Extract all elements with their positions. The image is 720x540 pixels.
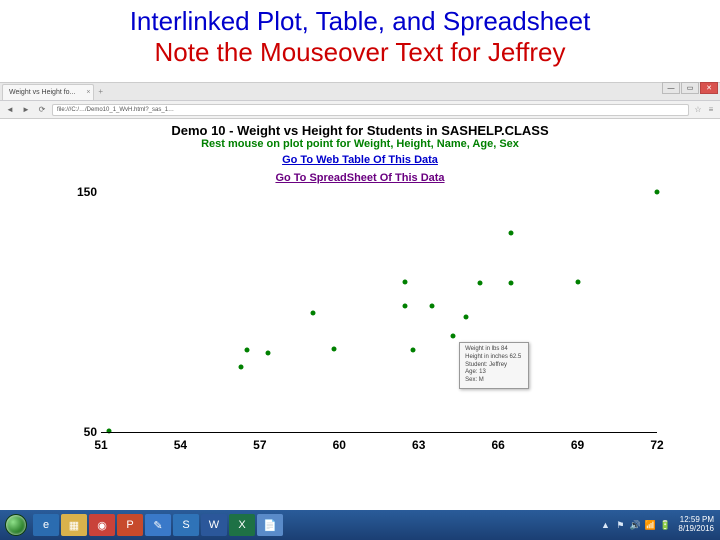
menu-icon[interactable]: ≡ bbox=[706, 105, 716, 115]
tooltip-line: Height in inches 62.5 bbox=[465, 354, 523, 362]
x-tick-label: 63 bbox=[404, 438, 434, 452]
taskbar-app-paint[interactable]: ✎ bbox=[145, 514, 171, 536]
browser-tab-strip: Weight vs Height fo... × + bbox=[0, 83, 720, 101]
scatter-point[interactable] bbox=[575, 280, 580, 285]
taskbar-app-excel[interactable]: X bbox=[229, 514, 255, 536]
address-right-icons: ☆ ≡ bbox=[693, 105, 716, 115]
tab-close-icon[interactable]: × bbox=[86, 89, 90, 96]
scatter-point[interactable] bbox=[403, 280, 408, 285]
window-controls: — ▭ ✕ bbox=[662, 82, 718, 94]
taskbar-app-powerpoint[interactable]: P bbox=[117, 514, 143, 536]
tooltip-line: Sex: M bbox=[465, 377, 523, 385]
start-orb-icon bbox=[5, 514, 27, 536]
scatter-point[interactable] bbox=[331, 347, 336, 352]
nav-back-button[interactable]: ◄ bbox=[4, 104, 16, 116]
tray-icon-2[interactable]: 🔊 bbox=[629, 519, 641, 531]
window-close-button[interactable]: ✕ bbox=[700, 82, 718, 94]
scatter-point[interactable] bbox=[477, 281, 482, 286]
url-input[interactable]: file:///C:/…/Demo10_1_WvH.html?_sas_1… bbox=[52, 104, 689, 116]
tray-icon-1[interactable]: ⚑ bbox=[614, 519, 626, 531]
nav-forward-button[interactable]: ► bbox=[20, 104, 32, 116]
x-tick-label: 69 bbox=[563, 438, 593, 452]
x-tick-label: 57 bbox=[245, 438, 275, 452]
tooltip-line: Weight in lbs 84 bbox=[465, 346, 523, 354]
reload-icon[interactable]: ⟳ bbox=[36, 104, 48, 116]
taskbar-clock[interactable]: 12:59 PM 8/19/2016 bbox=[674, 516, 718, 534]
plot-area bbox=[101, 192, 657, 432]
scatter-point[interactable] bbox=[411, 348, 416, 353]
taskbar: e▦◉P✎SWX📄 ▲⚑🔊📶🔋 12:59 PM 8/19/2016 bbox=[0, 510, 720, 540]
scatter-point[interactable] bbox=[429, 304, 434, 309]
star-icon[interactable]: ☆ bbox=[693, 105, 703, 115]
hover-tooltip: Weight in lbs 84Height in inches 62.5Stu… bbox=[459, 342, 529, 389]
window-minimize-button[interactable]: — bbox=[662, 82, 680, 94]
window-maximize-button[interactable]: ▭ bbox=[681, 82, 699, 94]
taskbar-apps: e▦◉P✎SWX📄 bbox=[32, 514, 284, 536]
scatter-point[interactable] bbox=[403, 304, 408, 309]
scatter-point[interactable] bbox=[244, 348, 249, 353]
scatter-point[interactable] bbox=[310, 311, 315, 316]
browser-tab-active[interactable]: Weight vs Height fo... × bbox=[2, 84, 94, 100]
browser-address-bar: ◄ ► ⟳ file:///C:/…/Demo10_1_WvH.html?_sa… bbox=[0, 101, 720, 119]
scatter-point[interactable] bbox=[509, 230, 514, 235]
new-tab-button[interactable]: + bbox=[94, 87, 107, 96]
clock-date: 8/19/2016 bbox=[678, 525, 714, 534]
scatter-point[interactable] bbox=[265, 350, 270, 355]
taskbar-app-word[interactable]: W bbox=[201, 514, 227, 536]
tab-title: Weight vs Height fo... bbox=[9, 89, 75, 96]
slide-title-line1: Interlinked Plot, Table, and Spreadsheet bbox=[10, 6, 710, 37]
x-tick-label: 60 bbox=[324, 438, 354, 452]
scatter-point[interactable] bbox=[239, 365, 244, 370]
x-tick-label: 51 bbox=[86, 438, 116, 452]
tray-icon-3[interactable]: 📶 bbox=[644, 519, 656, 531]
url-text: file:///C:/…/Demo10_1_WvH.html?_sas_1… bbox=[57, 107, 174, 113]
slide-title-line2: Note the Mouseover Text for Jeffrey bbox=[10, 37, 710, 68]
scatter-point[interactable] bbox=[655, 190, 660, 195]
scatter-point[interactable] bbox=[464, 314, 469, 319]
x-tick-label: 66 bbox=[483, 438, 513, 452]
taskbar-app-chrome[interactable]: ◉ bbox=[89, 514, 115, 536]
start-button[interactable] bbox=[0, 510, 32, 540]
y-tick-label: 50 bbox=[71, 425, 97, 439]
x-axis-line bbox=[101, 432, 657, 433]
x-tick-label: 54 bbox=[165, 438, 195, 452]
page-title: Demo 10 - Weight vs Height for Students … bbox=[10, 123, 710, 138]
link-web-table[interactable]: Go To Web Table Of This Data bbox=[282, 154, 438, 166]
tray-icon-4[interactable]: 🔋 bbox=[659, 519, 671, 531]
slide-title-block: Interlinked Plot, Table, and Spreadsheet… bbox=[0, 0, 720, 70]
tooltip-line: Age: 13 bbox=[465, 369, 523, 377]
taskbar-app-notepad[interactable]: 📄 bbox=[257, 514, 283, 536]
link-spreadsheet[interactable]: Go To SpreadSheet Of This Data bbox=[275, 172, 444, 184]
tray-icons: ▲⚑🔊📶🔋 bbox=[599, 519, 671, 531]
scatter-point[interactable] bbox=[451, 334, 456, 339]
scatter-point[interactable] bbox=[509, 281, 514, 286]
chart-subtitle: Rest mouse on plot point for Weight, Hei… bbox=[10, 138, 710, 150]
scatter-chart: 50150 5154576063666972 Weight in lbs 84H… bbox=[55, 192, 665, 462]
taskbar-app-ie[interactable]: e bbox=[33, 514, 59, 536]
page-content: Demo 10 - Weight vs Height for Students … bbox=[0, 119, 720, 492]
x-tick-label: 72 bbox=[642, 438, 672, 452]
taskbar-app-sas[interactable]: S bbox=[173, 514, 199, 536]
tooltip-line: Student: Jeffrey bbox=[465, 362, 523, 370]
slide-root: Interlinked Plot, Table, and Spreadsheet… bbox=[0, 0, 720, 540]
tray-icon-0[interactable]: ▲ bbox=[599, 519, 611, 531]
y-tick-label: 150 bbox=[71, 185, 97, 199]
taskbar-app-explorer[interactable]: ▦ bbox=[61, 514, 87, 536]
browser-window: Weight vs Height fo... × + ◄ ► ⟳ file://… bbox=[0, 82, 720, 492]
page-title-block: Demo 10 - Weight vs Height for Students … bbox=[10, 123, 710, 186]
system-tray: ▲⚑🔊📶🔋 12:59 PM 8/19/2016 bbox=[599, 516, 720, 534]
